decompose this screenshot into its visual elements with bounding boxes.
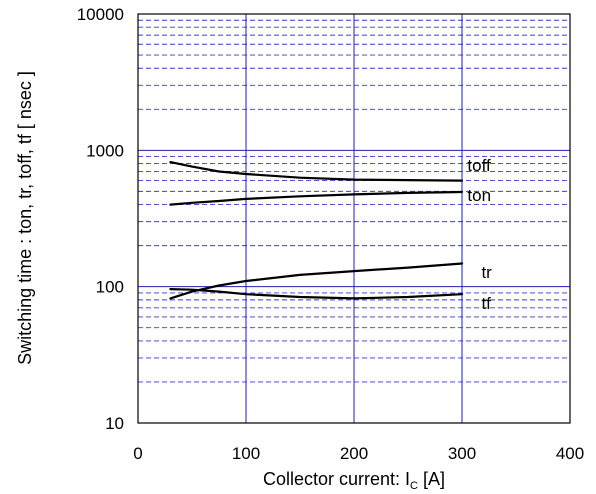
x-axis-label-subscript: C bbox=[410, 480, 418, 492]
annotation-tr: tr bbox=[481, 263, 492, 282]
annotation-toff: toff bbox=[467, 156, 491, 175]
x-tick-label: 0 bbox=[133, 444, 142, 463]
y-tick-label: 100 bbox=[96, 278, 124, 297]
y-tick-label: 10 bbox=[105, 414, 124, 433]
y-axis-label: Switching time : ton, tr, toff, tf [ nse… bbox=[15, 71, 35, 365]
series-annotations: toff ton tr tf bbox=[467, 156, 492, 313]
annotation-ton: ton bbox=[467, 186, 491, 205]
x-tick-label: 200 bbox=[340, 444, 368, 463]
series-lines bbox=[169, 161, 464, 300]
x-axis-label: Collector current: IC [A] bbox=[263, 469, 445, 492]
x-tick-label: 100 bbox=[232, 444, 260, 463]
major-gridlines bbox=[138, 14, 570, 423]
series-line-tf bbox=[169, 288, 464, 300]
x-tick-labels: 0 100 200 300 400 bbox=[133, 444, 584, 463]
x-axis-label-main: Collector current: I bbox=[263, 469, 410, 489]
plot-frame bbox=[137, 13, 571, 424]
annotation-tf: tf bbox=[481, 294, 491, 313]
x-tick-label: 300 bbox=[448, 444, 476, 463]
y-tick-labels: 10 100 1000 10000 bbox=[77, 5, 124, 433]
series-line-ton bbox=[169, 190, 464, 206]
y-tick-label: 10000 bbox=[77, 5, 124, 24]
x-tick-label: 400 bbox=[556, 444, 584, 463]
series-line-toff bbox=[169, 161, 464, 182]
y-tick-label: 1000 bbox=[86, 141, 124, 160]
x-axis-label-unit: [A] bbox=[418, 469, 445, 489]
